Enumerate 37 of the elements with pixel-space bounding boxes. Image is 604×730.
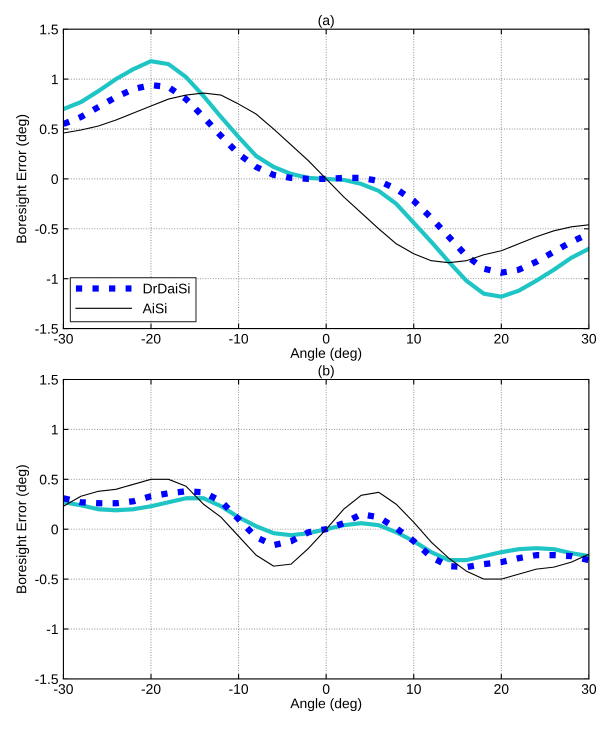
x-tick-label: 10	[407, 334, 421, 344]
x-tick-label: -10	[229, 334, 248, 344]
y-tick-label: -1.5	[35, 324, 58, 334]
y-tick-label: 1	[52, 424, 58, 434]
y-tick-label: 1	[52, 74, 58, 84]
y-tick-label: 1.5	[40, 24, 58, 34]
x-tick-label: -30	[54, 334, 73, 344]
x-tick-label: 20	[494, 334, 508, 344]
y-tick-label: 0	[51, 524, 58, 534]
x-axis-title: Angle (deg)	[290, 698, 362, 712]
x-tick-label: -30	[54, 684, 73, 694]
x-tick-label: 0	[322, 334, 330, 344]
y-axis-title: Boresight Error (deg)	[16, 114, 30, 243]
x-tick-label: -20	[142, 684, 160, 694]
y-tick-label: -1	[46, 624, 58, 634]
chart-title: (a)	[318, 14, 334, 28]
y-axis-title: Boresight Error (deg)	[16, 465, 30, 593]
x-tick-label: -20	[142, 334, 160, 344]
x-tick-label: 30	[582, 334, 596, 344]
legend-label: AiSi	[142, 303, 166, 314]
x-tick-label: 0	[322, 684, 330, 694]
y-tick-label: -1.5	[35, 674, 58, 684]
x-tick-label: 30	[582, 684, 596, 694]
x-tick-label: -10	[229, 684, 248, 694]
x-axis-title: Angle (deg)	[290, 348, 362, 361]
y-tick-label: 0.5	[40, 474, 58, 484]
line-series	[63, 59, 589, 299]
y-tick-label: 1.5	[40, 374, 58, 385]
chart-title: (b)	[318, 365, 334, 378]
y-tick-label: -0.5	[35, 574, 58, 584]
y-tick-label: -0.5	[35, 224, 58, 234]
y-tick-label: -1	[46, 274, 58, 284]
x-tick-label: 10	[407, 684, 421, 694]
y-tick-label: 0	[51, 174, 58, 184]
y-tick-label: 0.5	[40, 124, 58, 134]
x-tick-label: 20	[494, 684, 508, 694]
legend-label: DrDaiSi	[144, 283, 190, 294]
